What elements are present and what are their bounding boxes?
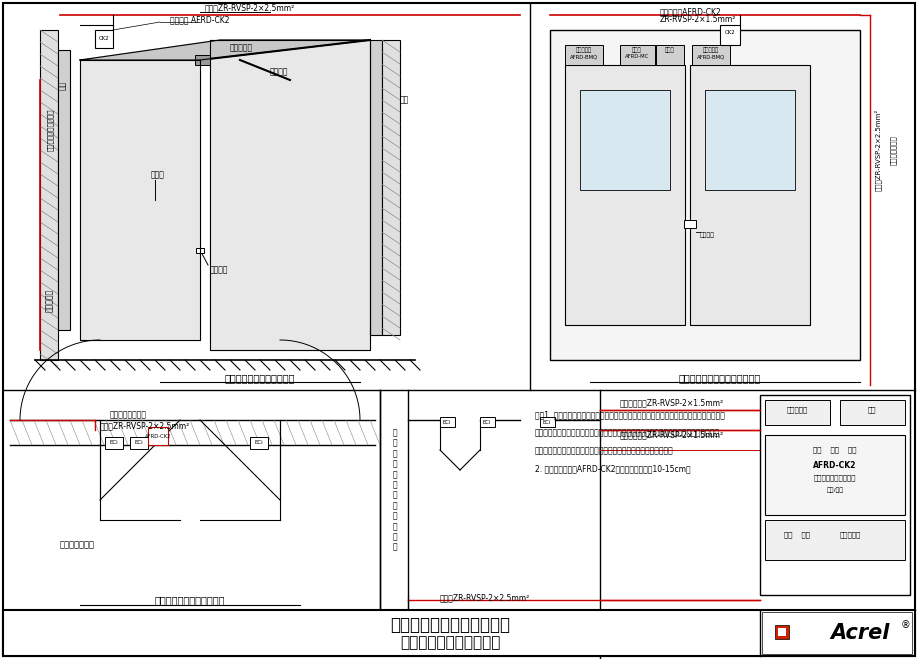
- Text: ZR-RVSP-2×1.5mm²: ZR-RVSP-2×1.5mm²: [660, 16, 736, 24]
- Text: AFRD-MC: AFRD-MC: [625, 53, 649, 59]
- Text: 防火填充物: 防火填充物: [44, 289, 53, 312]
- Text: 门磁开关: 门磁开关: [270, 67, 288, 76]
- Bar: [690, 65, 810, 325]
- Bar: [382, 40, 400, 335]
- Text: ECi: ECi: [543, 420, 551, 424]
- Text: CK2: CK2: [98, 36, 109, 42]
- Bar: [762, 612, 912, 654]
- Text: 电动闭门器: 电动闭门器: [576, 47, 592, 53]
- Text: ECi: ECi: [254, 440, 263, 445]
- Text: 监控模块：AFRD-CK2: 监控模块：AFRD-CK2: [660, 7, 722, 16]
- Bar: [195, 55, 210, 65]
- Text: AFRD-BMQ: AFRD-BMQ: [697, 55, 725, 59]
- Bar: [684, 220, 696, 228]
- Bar: [840, 400, 905, 425]
- Polygon shape: [80, 60, 200, 340]
- Text: 报警: 报警: [868, 407, 877, 413]
- Bar: [540, 417, 555, 427]
- Text: 防火锁具: 防火锁具: [210, 266, 229, 275]
- Text: 电动闭门器：ZR-RVSP-2×1.5mm²: 电动闭门器：ZR-RVSP-2×1.5mm²: [620, 430, 724, 440]
- Text: 常开双扇防火门监控安装图: 常开双扇防火门监控安装图: [225, 373, 296, 383]
- Polygon shape: [210, 40, 370, 350]
- Text: （采用电动闭门器方案）: （采用电动闭门器方案）: [400, 635, 500, 650]
- Bar: [705, 90, 795, 190]
- Text: AFRD-CK2: AFRD-CK2: [145, 434, 172, 438]
- Text: 电动闭门器: 电动闭门器: [230, 43, 253, 53]
- Text: 门框: 门框: [58, 80, 66, 90]
- Text: 引至防火门监控器: 引至防火门监控器: [110, 411, 147, 420]
- Text: AFRD-CK2: AFRD-CK2: [813, 461, 856, 469]
- Text: 防火锁具: 防火锁具: [700, 232, 715, 238]
- Text: CK2: CK2: [724, 30, 735, 36]
- Text: 常开双扇防火门监控平面图: 常开双扇防火门监控平面图: [155, 595, 225, 605]
- Bar: [565, 45, 603, 65]
- Text: Acrel: Acrel: [830, 623, 890, 643]
- Bar: [130, 437, 148, 449]
- Bar: [620, 45, 655, 65]
- Bar: [765, 435, 905, 515]
- Text: 监控模块 AFRD-CK2: 监控模块 AFRD-CK2: [170, 16, 230, 24]
- Bar: [765, 520, 905, 560]
- Bar: [550, 30, 860, 360]
- Text: ECi: ECi: [109, 440, 118, 445]
- Text: 闸门/常闭: 闸门/常闭: [826, 487, 844, 493]
- Text: ECi: ECi: [483, 420, 491, 424]
- Bar: [440, 417, 455, 427]
- Bar: [40, 30, 58, 360]
- Bar: [692, 45, 730, 65]
- Text: 2. 防火门监控模块AFRD-CK2安装在门框的上方10-15cm。: 2. 防火门监控模块AFRD-CK2安装在门框的上方10-15cm。: [535, 465, 690, 474]
- Bar: [196, 248, 204, 253]
- Bar: [720, 25, 740, 45]
- Bar: [656, 45, 684, 65]
- Text: 注：1. 常开防火门设置电动闭门器和门磁开关，发生火灾后，防火门监控器主机通过防火门: 注：1. 常开防火门设置电动闭门器和门磁开关，发生火灾后，防火门监控器主机通过防…: [535, 411, 725, 420]
- Text: 二总线ZR-RVSP-2×2.5mm²: 二总线ZR-RVSP-2×2.5mm²: [440, 594, 531, 602]
- Bar: [250, 437, 268, 449]
- Bar: [148, 427, 168, 445]
- Text: 二总线ZR-RVSP-2×2.5mm²: 二总线ZR-RVSP-2×2.5mm²: [205, 3, 295, 13]
- Text: 电源    通信: 电源 通信: [784, 532, 810, 538]
- Text: 常开式防火门监控模块: 常开式防火门监控模块: [813, 474, 856, 481]
- Text: 电动闭门器: 电动闭门器: [703, 47, 719, 53]
- Bar: [778, 628, 786, 636]
- Text: 双开常开防火门: 双开常开防火门: [60, 540, 95, 550]
- Bar: [760, 395, 910, 595]
- Bar: [105, 437, 123, 449]
- Text: 防火门监控总线: 防火门监控总线: [890, 135, 896, 165]
- Text: 门框: 门框: [400, 96, 409, 105]
- Text: AFRD-BMQ: AFRD-BMQ: [570, 55, 598, 59]
- Text: 磁开关: 磁开关: [666, 47, 675, 53]
- Bar: [3, 610, 915, 656]
- Text: 设置延时关闭）并通过门磁开关向防火门监控器主机反馈关闭信号。: 设置延时关闭）并通过门磁开关向防火门监控器主机反馈关闭信号。: [535, 447, 674, 455]
- Text: 二总线ZR-RVSP-2×2.5mm²: 二总线ZR-RVSP-2×2.5mm²: [100, 422, 190, 430]
- Text: 闸门器控制: 闸门器控制: [787, 407, 808, 413]
- Bar: [480, 417, 495, 427]
- Text: ®: ®: [901, 620, 910, 630]
- Text: 常
开
双
扇
防
火
门
监
控
接
线
图: 常 开 双 扇 防 火 门 监 控 接 线 图: [393, 428, 397, 552]
- Bar: [58, 50, 70, 330]
- Text: ECi: ECi: [442, 420, 451, 424]
- Bar: [765, 400, 830, 425]
- Text: 门开关控制: 门开关控制: [839, 532, 861, 538]
- Bar: [565, 65, 685, 325]
- Text: 永磁体: 永磁体: [151, 171, 165, 179]
- Text: 常开双扇防火门监控安装图: 常开双扇防火门监控安装图: [390, 616, 510, 634]
- Bar: [370, 40, 382, 335]
- Polygon shape: [80, 40, 370, 60]
- Text: 现场控制装置使电动闭门器动作门扇在电动闭门器的驱动下完成按顺序关闭（电动闭门器可: 现场控制装置使电动闭门器动作门扇在电动闭门器的驱动下完成按顺序关闭（电动闭门器可: [535, 428, 720, 438]
- Bar: [95, 30, 113, 48]
- Text: 电动闭门器：ZR-RVSP-2×1.5mm²: 电动闭门器：ZR-RVSP-2×1.5mm²: [620, 399, 724, 407]
- Text: ECi: ECi: [135, 440, 143, 445]
- Text: 二总线至防火门监控器: 二总线至防火门监控器: [47, 109, 53, 152]
- Text: 防火门: 防火门: [633, 47, 642, 53]
- Text: 常开双扇防火门监控立面安装图: 常开双扇防火门监控立面安装图: [679, 373, 761, 383]
- Bar: [775, 625, 789, 639]
- Bar: [580, 90, 670, 190]
- Text: 二总线ZR-RVSP-2×2.5mm²: 二总线ZR-RVSP-2×2.5mm²: [874, 109, 882, 191]
- Text: 运行    通讯    故障: 运行 通讯 故障: [813, 447, 856, 453]
